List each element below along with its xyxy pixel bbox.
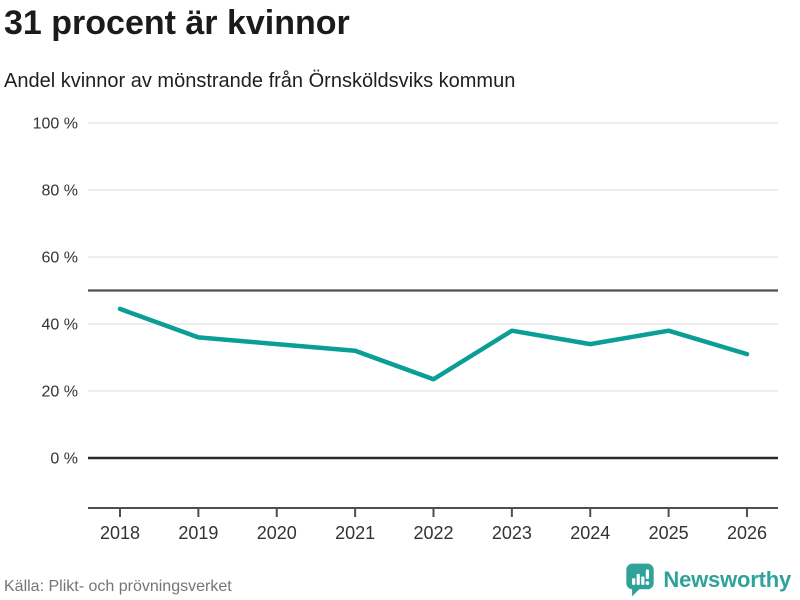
- y-axis-label: 0 %: [50, 451, 78, 468]
- x-axis-label: 2024: [570, 523, 610, 543]
- x-axis-label: 2021: [335, 523, 375, 543]
- chart-subtitle: Andel kvinnor av mönstrande från Örnsköl…: [4, 70, 516, 92]
- y-axis-label: 80 %: [42, 183, 78, 200]
- y-axis-label: 40 %: [42, 317, 78, 334]
- x-axis-label: 2020: [257, 523, 297, 543]
- chart-title: 31 procent är kvinnor: [4, 4, 350, 42]
- y-axis-label: 100 %: [33, 116, 78, 133]
- x-axis-label: 2023: [492, 523, 532, 543]
- x-axis-label: 2022: [413, 523, 453, 543]
- newsworthy-wordmark: Newsworthy: [663, 567, 791, 592]
- data-line: [117, 306, 750, 382]
- bar-medium: [641, 576, 645, 585]
- speech-bubble-shape: [626, 563, 655, 590]
- y-axis-label: 60 %: [42, 250, 78, 267]
- bar-tall: [637, 573, 641, 585]
- x-axis-label: 2018: [100, 523, 140, 543]
- source-note: Källa: Plikt- och prövningsverket: [4, 578, 232, 595]
- bar-short: [632, 578, 636, 585]
- x-axis-label: 2019: [178, 523, 218, 543]
- newsworthy-icon: [626, 563, 655, 597]
- speech-bubble-tail: [632, 587, 643, 597]
- newsworthy-logo: Newsworthy: [625, 561, 791, 599]
- exclamation-stem: [646, 569, 650, 580]
- y-axis-label: 20 %: [42, 384, 78, 401]
- x-axis-label: 2026: [727, 523, 767, 543]
- x-axis-label: 2025: [649, 523, 689, 543]
- exclamation-dot: [645, 581, 650, 585]
